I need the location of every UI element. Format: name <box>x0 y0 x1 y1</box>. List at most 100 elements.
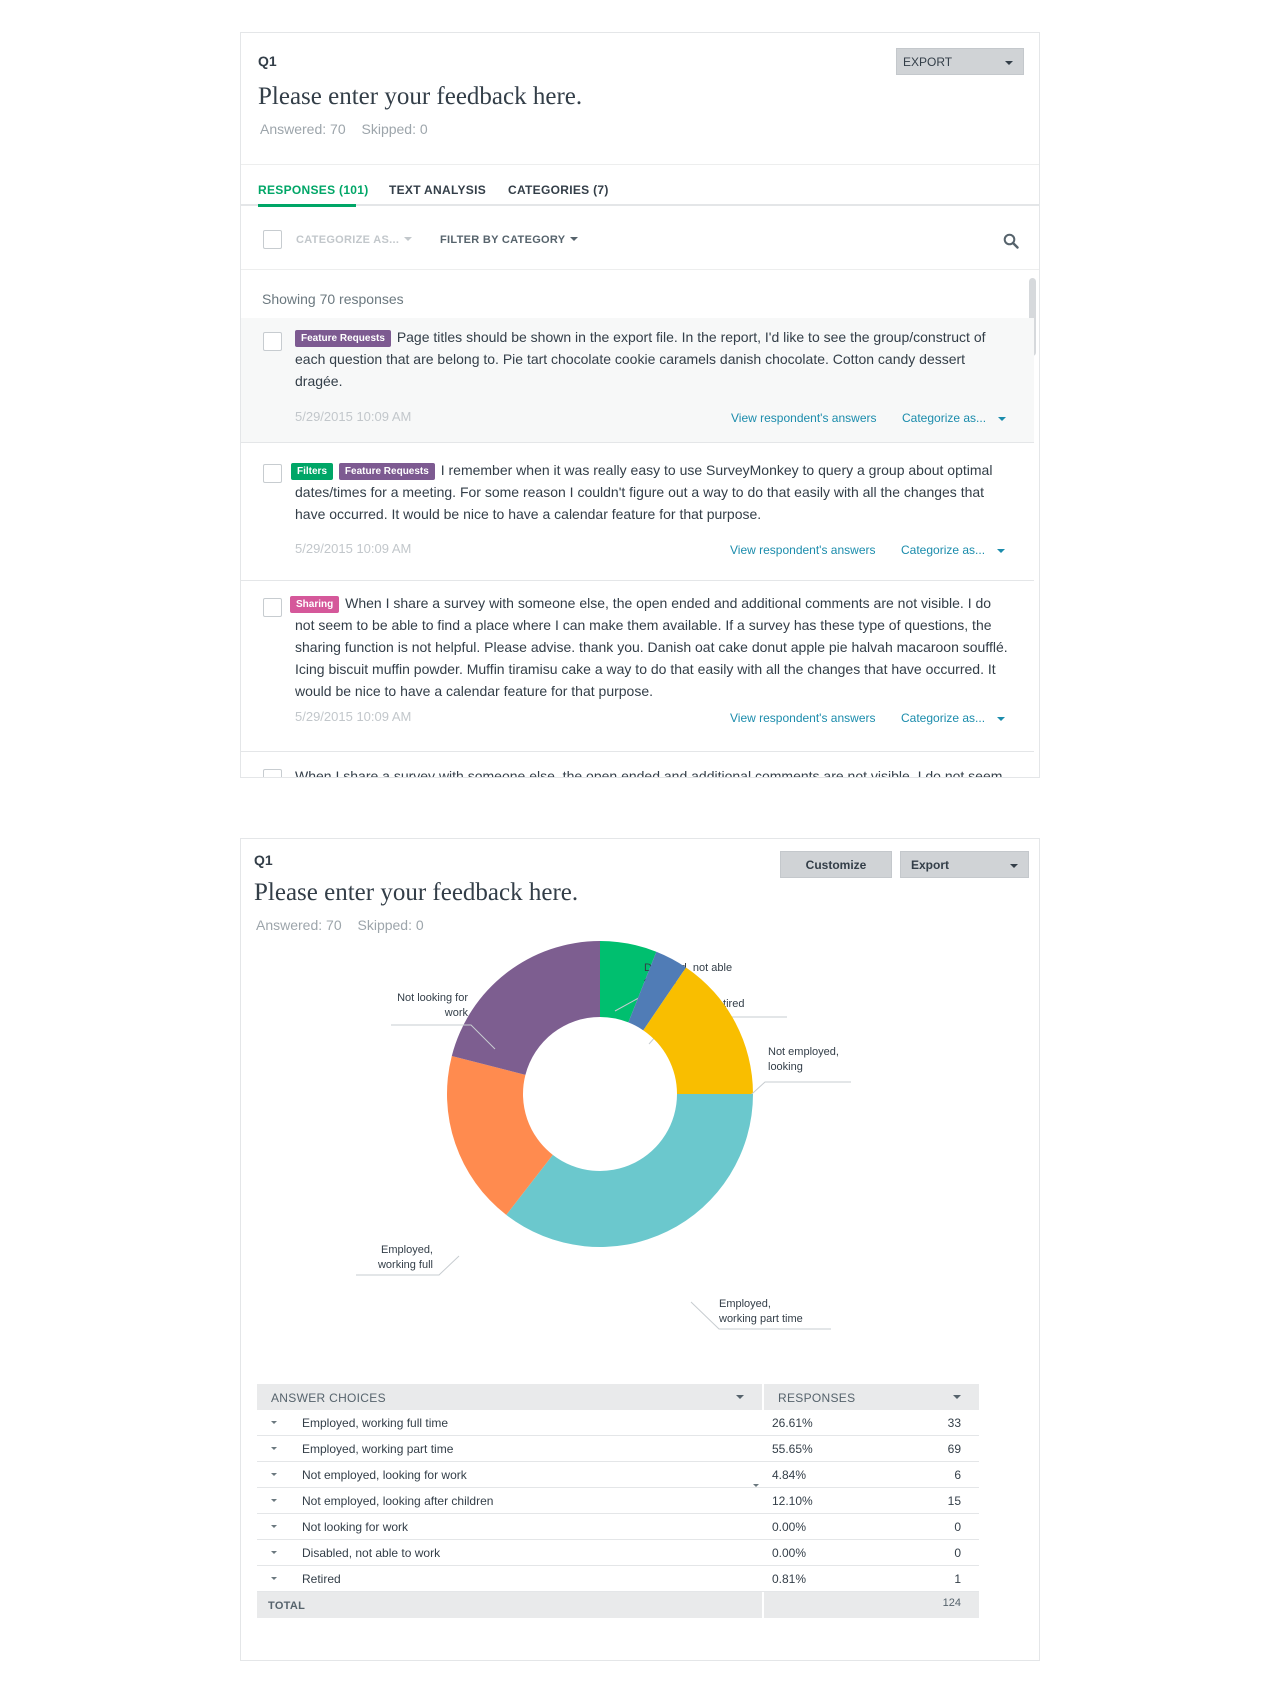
expand-row-icon[interactable] <box>271 1447 277 1450</box>
total-row: TOTAL 124 <box>257 1592 979 1618</box>
filter-by-category-dropdown[interactable]: FILTER BY CATEGORY <box>440 234 579 246</box>
tab-responses[interactable]: RESPONSES (101) <box>258 183 369 197</box>
filter-by-category-label: FILTER BY CATEGORY <box>440 234 566 246</box>
total-label: TOTAL <box>268 1600 306 1612</box>
view-respondent-answers-link[interactable]: View respondent's answers <box>731 411 877 425</box>
slice-label-line: working full <box>377 1259 433 1271</box>
answer-choice: Employed, working part time <box>302 1442 454 1456</box>
response-count: 0 <box>954 1520 961 1534</box>
total-count: 124 <box>942 1597 961 1609</box>
select-all-checkbox[interactable] <box>263 230 282 249</box>
showing-count: Showing 70 responses <box>262 291 404 307</box>
expand-row-icon[interactable] <box>271 1473 277 1476</box>
expand-row-icon[interactable] <box>271 1525 277 1528</box>
responses-card: Q1 Please enter your feedback here. Answ… <box>240 32 1040 778</box>
response-checkbox[interactable] <box>263 598 282 617</box>
skipped-count: Skipped: 0 <box>361 121 428 137</box>
question-number: Q1 <box>258 53 277 69</box>
expand-row-icon[interactable] <box>271 1577 277 1580</box>
tag-filters[interactable]: Filters <box>291 463 334 480</box>
chevron-down-icon <box>753 1484 759 1487</box>
skipped-count: Skipped: 0 <box>357 917 424 933</box>
chevron-down-icon <box>997 548 1006 553</box>
categorize-as-dropdown[interactable]: CATEGORIZE AS... <box>296 234 413 246</box>
donut-slice[interactable] <box>506 1094 753 1247</box>
response-percent: 55.65% <box>772 1442 813 1456</box>
response-date: 5/29/2015 10:09 AM <box>295 409 412 424</box>
table-row: Retired 0.81% 1 <box>257 1566 979 1592</box>
expand-row-icon[interactable] <box>271 1421 277 1424</box>
response-checkbox[interactable] <box>263 332 282 351</box>
responses-header[interactable]: RESPONSES <box>764 1384 979 1410</box>
question-title: Please enter your feedback here. <box>254 879 579 906</box>
question-stats: Answered: 70 Skipped: 0 <box>256 917 436 933</box>
chevron-down-icon <box>998 416 1007 421</box>
response-count: 1 <box>954 1572 961 1586</box>
view-respondent-answers-link[interactable]: View respondent's answers <box>730 711 876 725</box>
response-date: 5/29/2015 10:09 AM <box>295 709 412 724</box>
chevron-down-icon <box>953 1395 961 1399</box>
answer-choice: Disabled, not able to work <box>302 1546 441 1560</box>
slice-label-line: looking <box>768 1061 803 1073</box>
answer-choice: Not employed, looking for work <box>302 1468 467 1482</box>
expand-row-icon[interactable] <box>271 1551 277 1554</box>
table-row: Disabled, not able to work 0.00% 0 <box>257 1540 979 1566</box>
donut-slice[interactable] <box>643 967 753 1094</box>
categorize-as-label: CATEGORIZE AS... <box>296 234 400 246</box>
answer-choice: Employed, working full time <box>302 1416 449 1430</box>
tag-sharing[interactable]: Sharing <box>290 596 340 613</box>
donut-slice[interactable] <box>447 1055 553 1215</box>
response-date: 5/29/2015 10:09 AM <box>295 541 412 556</box>
categorize-as-link[interactable]: Categorize as... <box>902 411 1007 425</box>
answered-count: Answered: 70 <box>256 917 342 933</box>
donut-slice[interactable] <box>628 951 686 1031</box>
leader-line <box>356 1255 460 1276</box>
slice-label: Not looking for work <box>397 992 468 1019</box>
tag-feature-requests[interactable]: Feature Requests <box>295 330 391 347</box>
response-text-block: Feature Requests Page titles should be s… <box>295 326 1014 392</box>
categorize-as-link[interactable]: Categorize as... <box>901 711 1006 725</box>
view-respondent-answers-link[interactable]: View respondent's answers <box>730 543 876 557</box>
response-percent: 12.10% <box>772 1494 813 1508</box>
answer-choice: Not employed, looking after children <box>302 1494 494 1508</box>
response-checkbox[interactable] <box>263 464 282 483</box>
table-row: Employed, working full time 26.61% 33 <box>257 1410 979 1436</box>
export-button[interactable]: EXPORT <box>896 48 1024 75</box>
tab-text-analysis[interactable]: TEXT ANALYSIS <box>389 183 487 197</box>
export-button[interactable]: Export <box>900 851 1029 878</box>
response-count: 33 <box>947 1416 961 1430</box>
chevron-down-icon <box>997 716 1006 721</box>
answer-choices-header-label: ANSWER CHOICES <box>271 1391 386 1405</box>
response-text-block: Filters Feature Requests I remember when… <box>291 459 1014 525</box>
categorize-as-link[interactable]: Categorize as... <box>901 543 1006 557</box>
customize-button[interactable]: Customize <box>780 851 892 878</box>
slice-label-line: Employed, <box>719 1298 771 1310</box>
active-tab-indicator <box>258 204 356 207</box>
chevron-down-icon <box>736 1395 744 1399</box>
response-text: When I share a survey with someone else,… <box>295 595 1008 699</box>
categorize-as-link-label: Categorize as... <box>901 711 986 725</box>
donut-slice[interactable] <box>451 941 600 1075</box>
response-percent: 0.81% <box>772 1572 807 1586</box>
donut-slice[interactable] <box>600 941 657 1023</box>
slice-label: Employed, working full <box>377 1244 433 1271</box>
question-stats: Answered: 70 Skipped: 0 <box>260 121 440 137</box>
response-checkbox[interactable] <box>263 769 282 777</box>
answer-choices-header[interactable]: ANSWER CHOICES <box>257 1384 762 1410</box>
chevron-down-icon <box>1010 864 1018 868</box>
tag-feature-requests[interactable]: Feature Requests <box>338 463 435 480</box>
search-icon[interactable] <box>1003 233 1019 249</box>
response-text: When I share a survey with someone else,… <box>295 768 1003 778</box>
categorize-as-link-label: Categorize as... <box>901 543 986 557</box>
tab-categories[interactable]: CATEGORIES (7) <box>508 183 609 197</box>
scrollbar[interactable] <box>1029 278 1036 356</box>
table-row: Not looking for work 0.00% 0 <box>257 1514 979 1540</box>
answer-choice: Retired <box>302 1572 341 1586</box>
slice-label-line: working part time <box>718 1313 803 1325</box>
table-row: Employed, working part time 55.65% 69 <box>257 1436 979 1462</box>
expand-row-icon[interactable] <box>271 1499 277 1502</box>
slice-label: Not employed, looking <box>768 1046 839 1073</box>
response-count: 0 <box>954 1546 961 1560</box>
leader-line <box>391 1024 496 1050</box>
